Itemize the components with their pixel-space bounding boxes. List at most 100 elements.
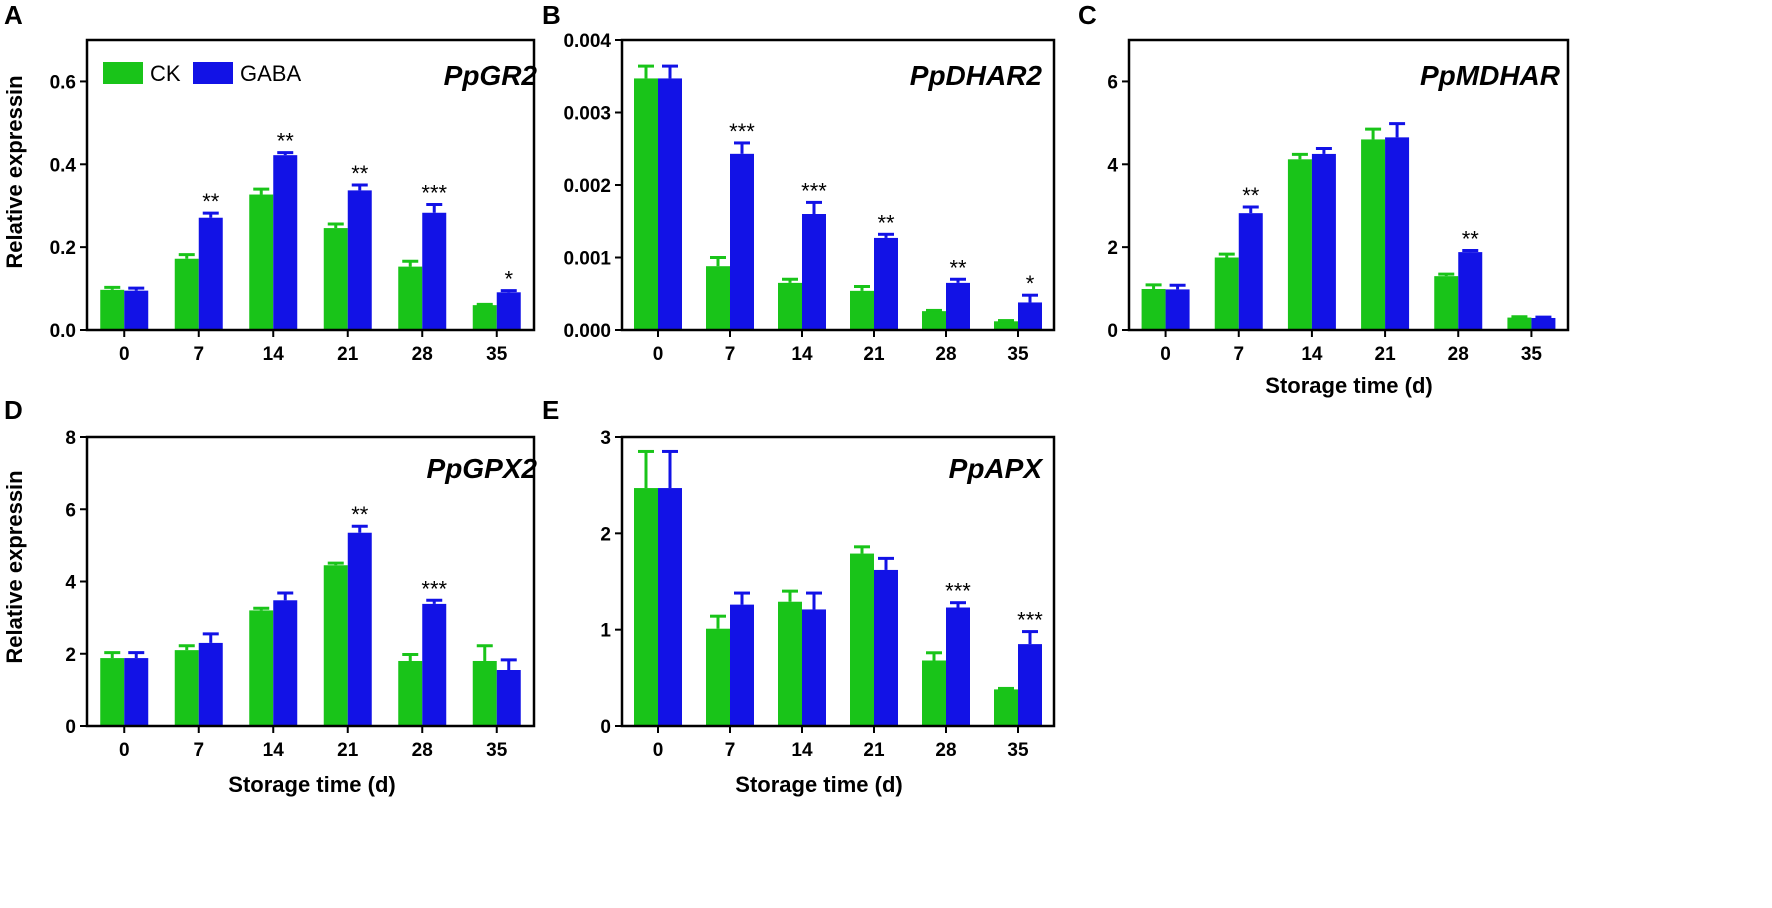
x-tick-label-7: 7 (725, 740, 736, 761)
x-tick-label-28: 28 (412, 344, 433, 365)
panel-a: A PpGR2 Relative expressin CK GABA 0 ** 7 *… (2, 0, 537, 365)
y-tick-label-1: 1 (600, 621, 611, 642)
x-tick-label-0: 0 (653, 344, 664, 365)
y-tick-label-0: 0 (600, 717, 611, 738)
significance-marker-28: *** (421, 180, 447, 205)
bar-ck-14 (1287, 159, 1312, 330)
legend-label-ck: CK (150, 61, 181, 86)
x-tick-label-35: 35 (1521, 344, 1543, 365)
panel-letter-d: D (4, 395, 23, 425)
bar-ck-28 (1434, 276, 1459, 330)
x-tick-label-7: 7 (725, 344, 736, 365)
significance-marker-35: * (1026, 271, 1035, 296)
x-tick-label-7: 7 (193, 740, 204, 761)
bar-gaba-0 (658, 78, 682, 330)
bar-ck-7 (1214, 257, 1239, 330)
y-tick-label-3: 6 (65, 500, 76, 521)
bar-gaba-21 (347, 190, 372, 330)
y-tick-label-0: 0 (65, 717, 76, 738)
bar-gaba-7 (198, 217, 223, 330)
legend: CK GABA (103, 61, 301, 86)
bar-gaba-14 (273, 155, 298, 330)
x-tick-label-0: 0 (119, 344, 130, 365)
y-tick-label-1: 0.001 (563, 249, 611, 270)
legend-swatch-ck (103, 62, 143, 84)
bar-gaba-28 (946, 282, 970, 330)
bar-ck-14 (778, 282, 802, 330)
significance-marker-7: ** (202, 189, 220, 214)
gene-title-c: PpMDHAR (1420, 60, 1561, 91)
x-tick-label-14: 14 (791, 344, 813, 365)
x-tick-label-28: 28 (935, 344, 956, 365)
x-tick-label-28: 28 (935, 740, 956, 761)
y-tick-label-2: 4 (65, 573, 76, 594)
bar-gaba-21 (1385, 137, 1410, 330)
x-tick-label-28: 28 (412, 740, 433, 761)
x-tick-label-21: 21 (863, 344, 885, 365)
panel-letter-e: E (542, 395, 559, 425)
bar-gaba-28 (946, 607, 970, 726)
y-tick-label-2: 2 (600, 524, 611, 545)
bar-ck-35 (1507, 317, 1532, 330)
bar-gaba-14 (1311, 153, 1336, 330)
y-tick-label-3: 3 (600, 428, 611, 449)
x-tick-label-35: 35 (1007, 344, 1029, 365)
y-tick-label-0: 0.0 (50, 321, 76, 342)
y-tick-label-3: 0.003 (563, 104, 611, 125)
x-tick-label-0: 0 (1160, 344, 1171, 365)
bar-ck-7 (706, 628, 730, 726)
bar-ck-35 (994, 689, 1018, 726)
x-tick-label-14: 14 (263, 740, 285, 761)
bar-ck-28 (398, 266, 423, 330)
y-axis-title-d: Relative expressin (2, 470, 27, 663)
significance-marker-28: ** (949, 255, 967, 280)
x-tick-label-14: 14 (263, 344, 285, 365)
bar-gaba-7 (730, 153, 754, 330)
panel-letter-b: B (542, 0, 561, 30)
bar-ck-7 (174, 258, 199, 330)
bar-gaba-21 (874, 237, 898, 330)
y-tick-label-4: 0.004 (563, 31, 611, 52)
gene-title-d: PpGPX2 (427, 453, 538, 484)
x-tick-label-7: 7 (1233, 344, 1244, 365)
y-axis-title-a: Relative expressin (2, 75, 27, 268)
bar-gaba-7 (198, 642, 223, 726)
y-tick-label-4: 8 (65, 428, 76, 449)
bar-gaba-14 (273, 600, 298, 726)
bar-gaba-35 (1018, 302, 1042, 330)
plot-frame (85, 38, 536, 332)
y-tick-label-0: 0.000 (563, 321, 611, 342)
bar-gaba-35 (1018, 644, 1042, 726)
significance-marker-21: ** (877, 210, 895, 235)
bar-gaba-35 (1531, 317, 1556, 330)
plot-area-c: 0 ** 7 14 21 ** 28 35 0 2 4 6 (1107, 38, 1570, 365)
bar-ck-0 (100, 658, 125, 726)
bar-ck-0 (100, 289, 125, 330)
bar-ck-21 (323, 228, 348, 330)
gene-title-a: PpGR2 (444, 60, 538, 91)
bar-ck-28 (922, 311, 946, 330)
bar-gaba-0 (124, 658, 149, 726)
y-tick-label-1: 0.2 (50, 238, 76, 259)
bar-ck-0 (634, 78, 658, 330)
bar-gaba-35 (496, 292, 521, 330)
significance-marker-28: ** (1462, 226, 1480, 251)
significance-marker-35: * (504, 267, 513, 292)
bar-ck-14 (249, 610, 274, 726)
significance-marker-14: ** (277, 129, 295, 154)
bar-ck-35 (472, 660, 497, 726)
x-tick-label-21: 21 (337, 344, 359, 365)
y-tick-label-3: 0.6 (50, 72, 76, 93)
significance-marker-21: ** (351, 161, 369, 186)
bar-gaba-7 (1238, 213, 1263, 330)
y-tick-label-2: 0.002 (563, 176, 611, 197)
bar-gaba-28 (422, 603, 447, 726)
x-tick-label-21: 21 (1375, 344, 1397, 365)
bar-ck-21 (850, 553, 874, 726)
plot-area-a: 0 ** 7 ** 14 ** 21 *** 28 * 35 0.0 0.2 0.4 0.6 (50, 38, 536, 365)
legend-swatch-gaba (193, 62, 233, 84)
legend-label-gaba: GABA (240, 61, 301, 86)
plot-frame (1127, 38, 1570, 332)
bar-ck-14 (249, 194, 274, 330)
